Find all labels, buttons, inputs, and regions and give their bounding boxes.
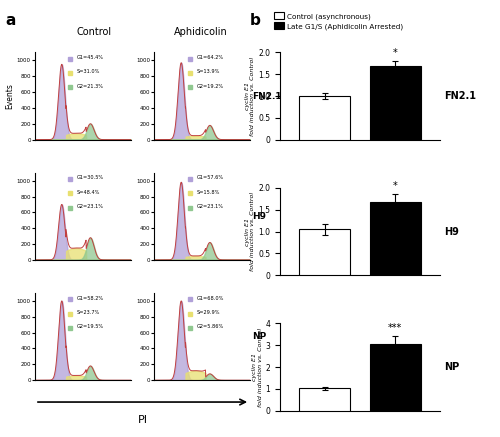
Text: S=29.9%: S=29.9% [196, 310, 220, 315]
Text: a: a [5, 13, 15, 28]
Text: G2=21.3%: G2=21.3% [77, 84, 104, 89]
Text: S=15.8%: S=15.8% [196, 190, 220, 195]
Text: H9: H9 [252, 212, 266, 221]
Y-axis label: cyclin E1
fold induction vs. Control: cyclin E1 fold induction vs. Control [252, 327, 262, 407]
Text: S=48.4%: S=48.4% [77, 190, 100, 195]
Text: FN2.1: FN2.1 [444, 91, 476, 101]
Text: G1=57.6%: G1=57.6% [196, 175, 224, 180]
Text: S=23.7%: S=23.7% [77, 310, 100, 315]
Text: S=13.9%: S=13.9% [196, 69, 220, 74]
Text: NP: NP [252, 332, 267, 341]
Text: *: * [393, 180, 398, 191]
Text: G2=5.86%: G2=5.86% [196, 324, 224, 329]
Text: NP: NP [444, 362, 459, 372]
Text: G2=19.5%: G2=19.5% [77, 324, 104, 329]
Text: ***: *** [388, 323, 402, 333]
Text: G1=68.0%: G1=68.0% [196, 296, 224, 301]
Bar [370, 344, 421, 411]
Bar [299, 229, 350, 275]
Text: Aphidicolin: Aphidicolin [174, 27, 228, 37]
Text: G1=30.5%: G1=30.5% [77, 175, 104, 180]
Text: H9: H9 [444, 227, 459, 236]
Y-axis label: cyclin E1
fold induction vs. Control: cyclin E1 fold induction vs. Control [244, 192, 256, 271]
Text: PI: PI [138, 415, 147, 425]
Y-axis label: Events: Events [5, 83, 14, 109]
Bar [299, 388, 350, 411]
Text: G1=58.2%: G1=58.2% [77, 296, 104, 301]
Bar [299, 96, 350, 140]
Text: FN2.1: FN2.1 [252, 91, 282, 101]
Text: G1=45.4%: G1=45.4% [77, 55, 104, 60]
Bar [370, 202, 421, 275]
Text: G2=19.2%: G2=19.2% [196, 84, 224, 89]
Legend: Control (asynchronous), Late G1/S (Aphidicolin Arrested): Control (asynchronous), Late G1/S (Aphid… [274, 12, 402, 30]
Text: b: b [250, 13, 261, 28]
Text: G2=23.1%: G2=23.1% [196, 204, 224, 209]
Text: G2=23.1%: G2=23.1% [77, 204, 104, 209]
Text: *: * [393, 48, 398, 58]
Y-axis label: cyclin E1
fold induction vs. Control: cyclin E1 fold induction vs. Control [244, 56, 256, 136]
Text: Control: Control [76, 27, 112, 37]
Bar [370, 66, 421, 140]
Text: G1=64.2%: G1=64.2% [196, 55, 224, 60]
Text: S=31.0%: S=31.0% [77, 69, 100, 74]
